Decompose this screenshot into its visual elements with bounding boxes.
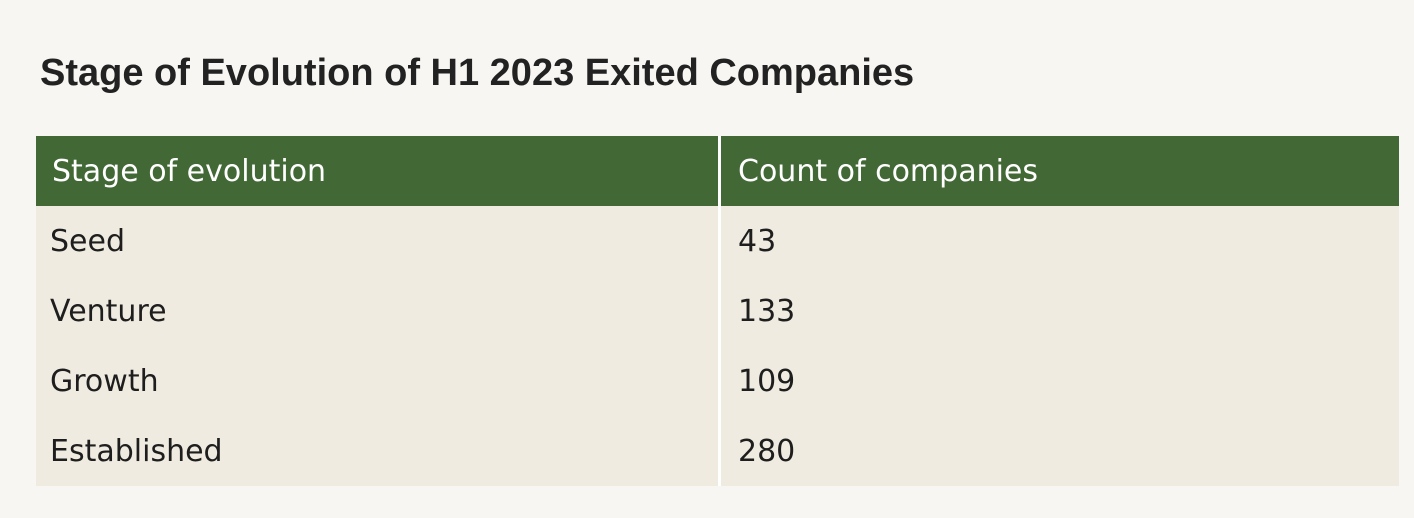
cell: Seed <box>36 206 721 276</box>
table: Stage of evolution Count of companies See… <box>36 136 1399 486</box>
cell: 280 <box>738 433 796 469</box>
row: Growth 109 <box>36 346 1399 416</box>
cell: Established <box>36 416 721 486</box>
header-cell: Count of companies <box>719 136 1399 206</box>
title: Stage of Evolution of H1 2023 Exited Com… <box>40 52 915 94</box>
row: Venture 133 <box>36 276 1399 346</box>
row: Seed 43 <box>36 206 1399 276</box>
row: Established 280 <box>36 416 1399 486</box>
cell: Venture <box>36 276 721 346</box>
cell: 133 <box>738 293 796 329</box>
cell: 109 <box>738 363 796 399</box>
cell: Growth <box>36 346 721 416</box>
header-row: Stage of evolution Count of companies <box>36 136 1399 206</box>
cell: 43 <box>738 223 777 259</box>
header-cell: Stage of evolution <box>36 136 721 206</box>
